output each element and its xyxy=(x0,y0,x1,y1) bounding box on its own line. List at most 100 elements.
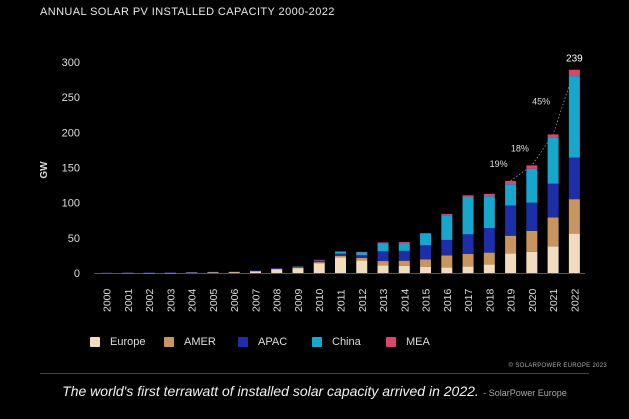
bar-apac-2019 xyxy=(505,205,517,236)
x-tick-label: 2003 xyxy=(165,288,177,312)
x-tick-label: 2007 xyxy=(250,288,262,312)
bar-mea-2012 xyxy=(356,251,368,253)
legend-item-apac: APAC xyxy=(238,336,312,348)
bar-apac-2011 xyxy=(335,253,346,256)
x-tick-label: 2013 xyxy=(378,288,390,312)
legend-swatch xyxy=(312,337,322,347)
x-tick-label: 2009 xyxy=(293,288,305,312)
bar-apac-2008 xyxy=(271,268,283,269)
bar-amer-2011 xyxy=(335,255,346,258)
growth-label: 18% xyxy=(511,143,529,153)
x-tick-label: 2004 xyxy=(187,288,199,312)
bar-china-2022 xyxy=(568,76,580,158)
legend-label: MEA xyxy=(406,336,430,348)
legend-item-china: China xyxy=(312,336,386,348)
bar-apac-2018 xyxy=(483,227,495,253)
bar-china-2013 xyxy=(377,243,389,252)
bar-apac-2022 xyxy=(568,157,580,200)
bar-china-2014 xyxy=(398,243,410,251)
bar-amer-2021 xyxy=(547,217,559,247)
x-tick-label: 2010 xyxy=(314,288,326,312)
legend-label: China xyxy=(332,336,361,348)
bar-apac-2013 xyxy=(377,251,389,262)
bar-amer-2010 xyxy=(313,262,325,264)
legend-item-amer: AMER xyxy=(164,336,238,348)
bar-china-2015 xyxy=(420,233,432,246)
x-tick-label: 2012 xyxy=(357,288,369,312)
caption: The world's first terrawatt of installed… xyxy=(62,383,479,399)
bar-apac-2001 xyxy=(122,272,134,274)
bar-apac-2005 xyxy=(207,271,219,273)
bar-europe-2011 xyxy=(335,257,346,273)
caption-source: - SolarPower Europe xyxy=(483,388,567,398)
copyright-notice: © SOLARPOWER EUROPE 2023 xyxy=(508,363,607,369)
bar-europe-2022 xyxy=(568,233,580,273)
bar-amer-2015 xyxy=(420,259,432,267)
bar-china-2012 xyxy=(356,252,368,256)
growth-label: 45% xyxy=(532,96,550,106)
y-tick-label: 250 xyxy=(62,92,80,104)
x-tick-label: 2014 xyxy=(399,288,411,312)
bar-europe-2020 xyxy=(526,251,538,273)
bar-europe-2016 xyxy=(441,267,453,273)
bar-mea-2010 xyxy=(313,259,325,261)
y-tick-label: 200 xyxy=(62,127,80,139)
bar-apac-2003 xyxy=(164,272,176,273)
x-tick-label: 2020 xyxy=(527,288,539,312)
bar-europe-2012 xyxy=(356,260,368,273)
bar-europe-2018 xyxy=(483,264,495,273)
bar-mea-2011 xyxy=(335,251,346,253)
bar-europe-2014 xyxy=(398,265,410,273)
chart-canvas: GW 0 50 100 150 200 250 300 2000 2001 2002 2003 2004… xyxy=(39,54,585,312)
bar-apac-2007 xyxy=(249,270,261,272)
bar-amer-2020 xyxy=(526,230,538,252)
bar-amer-2017 xyxy=(462,254,474,267)
bar-mea-2017 xyxy=(462,195,474,198)
bar-apac-2010 xyxy=(313,260,325,263)
bar-apac-2016 xyxy=(441,239,453,256)
legend-swatch xyxy=(90,337,100,347)
growth-connector xyxy=(510,69,575,182)
y-tick-label: 300 xyxy=(62,57,80,69)
bar-apac-2004 xyxy=(186,272,198,273)
bar-apac-2002 xyxy=(143,272,155,274)
bar-europe-2013 xyxy=(377,265,389,273)
legend-item-mea: MEA xyxy=(386,336,460,348)
bar-amer-2018 xyxy=(483,252,495,265)
bar-china-2019 xyxy=(505,184,517,206)
bar-apac-2021 xyxy=(547,183,559,218)
bar-amer-2007 xyxy=(249,271,261,272)
total-label-2022: 239 xyxy=(566,54,583,65)
x-tick-label: 2006 xyxy=(229,288,241,312)
bar-china-2018 xyxy=(483,196,495,228)
y-tick-label: 150 xyxy=(62,163,80,175)
bar-europe-2007 xyxy=(249,271,261,273)
caption-row: The world's first terrawatt of installed… xyxy=(0,383,629,401)
x-tick-label: 2000 xyxy=(102,288,114,312)
x-tick-label: 2001 xyxy=(123,288,135,312)
bar-mea-2014 xyxy=(398,242,410,244)
bar-china-2011 xyxy=(335,251,346,254)
bar-europe-2010 xyxy=(313,263,325,273)
bar-mea-2018 xyxy=(483,193,495,197)
y-tick-label: 100 xyxy=(62,198,80,210)
legend-label: AMER xyxy=(184,336,216,348)
bar-mea-2016 xyxy=(441,213,453,216)
bar-apac-2000 xyxy=(101,272,113,274)
x-tick-label: 2015 xyxy=(421,288,433,312)
bar-mea-2019 xyxy=(505,180,517,185)
divider xyxy=(40,373,589,374)
legend-swatch xyxy=(164,337,174,347)
bar-mea-2015 xyxy=(420,233,432,234)
bar-apac-2015 xyxy=(420,245,432,260)
x-tick-label: 2017 xyxy=(463,288,475,312)
bar-mea-2022 xyxy=(568,69,580,77)
x-tick-label: 2021 xyxy=(548,288,560,312)
bar-amer-2009 xyxy=(292,267,304,269)
bar-mea-2013 xyxy=(377,242,389,244)
growth-label: 19% xyxy=(490,159,508,169)
bar-amer-2022 xyxy=(568,199,580,234)
legend-label: APAC xyxy=(258,336,288,348)
bar-amer-2013 xyxy=(377,261,389,266)
